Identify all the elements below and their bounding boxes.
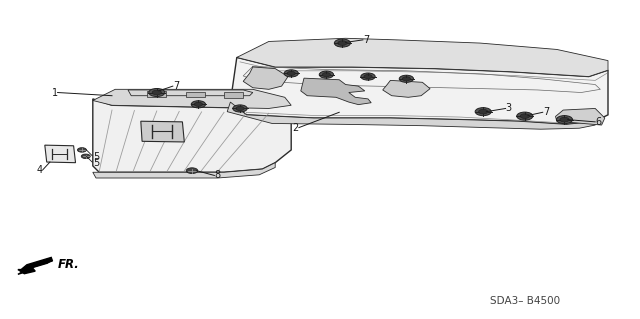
- Circle shape: [403, 77, 410, 81]
- Circle shape: [560, 117, 569, 122]
- Text: 5: 5: [93, 152, 99, 162]
- Circle shape: [186, 168, 198, 174]
- Polygon shape: [230, 57, 608, 124]
- Bar: [147, 91, 166, 97]
- Circle shape: [323, 73, 330, 77]
- Circle shape: [191, 101, 205, 108]
- Polygon shape: [301, 78, 371, 105]
- Text: 5: 5: [93, 158, 99, 168]
- Polygon shape: [141, 121, 184, 142]
- Circle shape: [364, 75, 372, 78]
- Text: 1: 1: [51, 87, 58, 98]
- Polygon shape: [237, 38, 608, 77]
- Text: 7: 7: [363, 35, 369, 45]
- Text: 6: 6: [595, 117, 602, 127]
- Circle shape: [334, 39, 351, 47]
- Circle shape: [284, 70, 298, 77]
- Polygon shape: [93, 163, 275, 178]
- Circle shape: [338, 41, 347, 45]
- Circle shape: [195, 102, 202, 106]
- Polygon shape: [18, 261, 51, 274]
- Circle shape: [520, 114, 529, 118]
- Circle shape: [516, 112, 533, 120]
- Text: 3: 3: [506, 103, 512, 114]
- Text: 7: 7: [173, 81, 179, 91]
- Polygon shape: [93, 89, 291, 108]
- Text: 2: 2: [292, 122, 299, 133]
- Polygon shape: [93, 99, 291, 172]
- Circle shape: [399, 75, 413, 82]
- Text: 7: 7: [543, 107, 549, 117]
- Circle shape: [475, 108, 492, 116]
- Text: 8: 8: [214, 170, 221, 181]
- Bar: [186, 92, 205, 97]
- Circle shape: [556, 115, 573, 124]
- Bar: [224, 92, 243, 98]
- Circle shape: [148, 88, 165, 97]
- Polygon shape: [45, 145, 76, 163]
- Circle shape: [233, 105, 247, 112]
- Text: 4: 4: [36, 165, 43, 175]
- Circle shape: [319, 71, 333, 78]
- Polygon shape: [383, 80, 430, 97]
- Polygon shape: [243, 67, 288, 89]
- Polygon shape: [128, 90, 253, 96]
- Polygon shape: [556, 108, 605, 125]
- Circle shape: [361, 73, 375, 80]
- Circle shape: [152, 90, 161, 95]
- Circle shape: [77, 148, 86, 152]
- Circle shape: [236, 107, 244, 110]
- Text: FR.: FR.: [58, 258, 79, 271]
- Text: SDA3– B4500: SDA3– B4500: [490, 296, 560, 307]
- Polygon shape: [18, 257, 52, 274]
- Circle shape: [81, 154, 90, 159]
- Polygon shape: [227, 102, 595, 129]
- Circle shape: [287, 71, 295, 75]
- Circle shape: [479, 109, 488, 114]
